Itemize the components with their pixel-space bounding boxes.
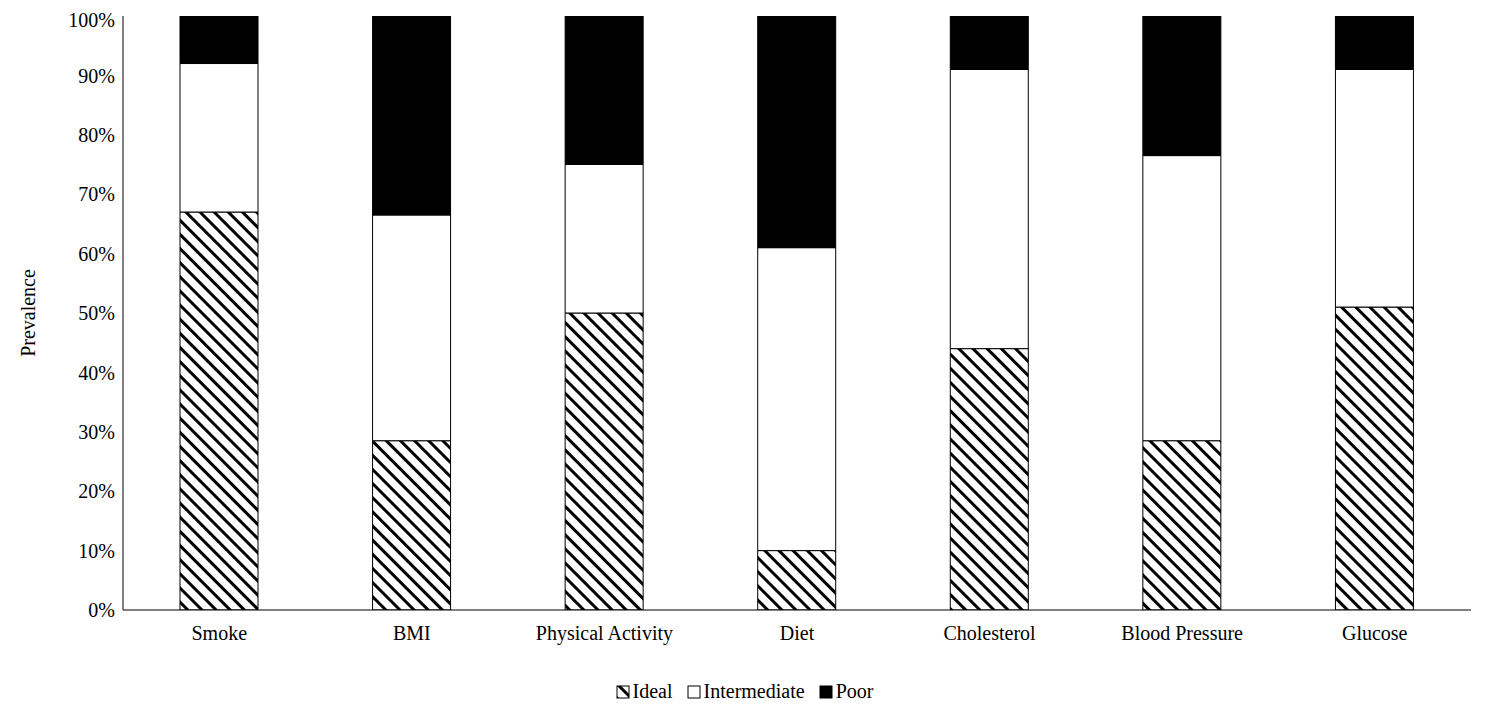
html-text:Ideal: Ideal bbox=[632, 680, 673, 702]
html-text:Poor: Poor bbox=[835, 680, 874, 702]
svg-text:Smoke: Smoke bbox=[192, 622, 248, 644]
svg-text:Blood Pressure: Blood Pressure bbox=[1121, 622, 1243, 644]
svg-text:20%: 20% bbox=[78, 480, 115, 502]
svg-text:70%: 70% bbox=[78, 183, 115, 205]
svg-text:50%: 50% bbox=[78, 302, 115, 324]
html-text:Intermediate: Intermediate bbox=[703, 680, 805, 702]
svg-text:30%: 30% bbox=[78, 421, 115, 443]
svg-text:100%: 100% bbox=[68, 9, 115, 31]
svg-text:Physical Activity: Physical Activity bbox=[536, 622, 673, 645]
svg-text:80%: 80% bbox=[78, 124, 115, 146]
svg-text:60%: 60% bbox=[78, 243, 115, 265]
svg-text:10%: 10% bbox=[78, 540, 115, 562]
svg-text:40%: 40% bbox=[78, 362, 115, 384]
svg-text:Prevalence: Prevalence bbox=[17, 269, 39, 357]
svg-text:Glucose: Glucose bbox=[1342, 622, 1408, 644]
svg-text:Diet: Diet bbox=[780, 622, 815, 644]
svg-text:0%: 0% bbox=[88, 599, 115, 621]
svg-text:Cholesterol: Cholesterol bbox=[943, 622, 1036, 644]
svg-text:90%: 90% bbox=[78, 65, 115, 87]
svg-text:BMI: BMI bbox=[393, 622, 431, 644]
